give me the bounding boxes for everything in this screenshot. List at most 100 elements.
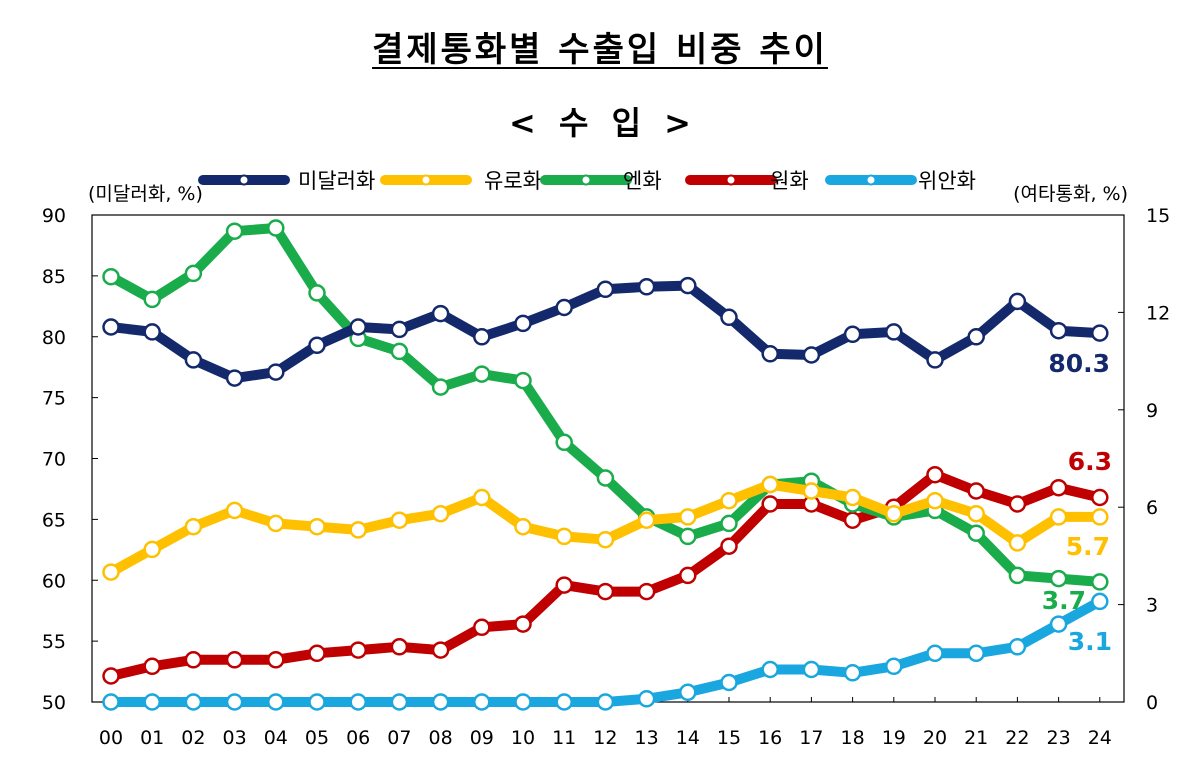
data-point [802, 660, 821, 679]
data-point [184, 693, 203, 711]
data-point [720, 673, 738, 692]
x-tick-label: 00 [99, 727, 123, 749]
data-point [225, 501, 244, 520]
data-point [184, 517, 203, 536]
data-point [143, 290, 161, 309]
data-point [308, 336, 326, 355]
data-point [225, 693, 244, 711]
data-point [349, 641, 367, 659]
chart-title: 결제통화별 수출입 비중 추이 [372, 30, 828, 70]
data-point [102, 267, 120, 286]
data-point [143, 657, 161, 676]
end-value-label: 80.3 [1048, 349, 1110, 378]
data-point [514, 371, 532, 390]
left-axis-label: (미달러화, %) [88, 183, 203, 205]
data-point [102, 318, 120, 336]
data-point [885, 323, 903, 341]
data-point [431, 641, 450, 659]
x-tick-label: 06 [346, 727, 370, 749]
legend-label: 엔화 [623, 169, 662, 193]
x-tick-label: 02 [181, 727, 205, 749]
x-tick-label: 22 [1005, 727, 1029, 749]
legend-label: 위안화 [918, 169, 976, 193]
data-point [1049, 508, 1068, 526]
data-point [514, 693, 532, 711]
data-point [473, 365, 491, 383]
data-point [267, 693, 285, 711]
series-line-1 [106, 479, 1105, 578]
data-point [473, 488, 491, 507]
data-point [349, 521, 367, 539]
data-point [1008, 534, 1027, 552]
data-point [431, 304, 450, 323]
data-point [267, 651, 285, 669]
data-point [967, 524, 985, 542]
legend-swatch-marker [238, 174, 250, 186]
data-point [102, 563, 120, 581]
data-point [555, 298, 573, 317]
data-point [967, 644, 985, 663]
data-point [596, 280, 615, 299]
left-tick-label: 75 [42, 388, 66, 410]
data-point [679, 508, 697, 526]
data-point [431, 378, 450, 396]
right-tick-label: 9 [1146, 400, 1158, 422]
data-point [1091, 324, 1109, 342]
data-point [679, 683, 697, 702]
data-point [720, 491, 738, 510]
data-point [390, 342, 409, 361]
series-line-0 [106, 280, 1105, 384]
x-tick-label: 03 [223, 727, 247, 749]
data-point [184, 264, 203, 283]
data-point [1049, 321, 1068, 340]
data-point [1008, 638, 1027, 656]
data-point [720, 514, 738, 533]
right-tick-label: 6 [1146, 497, 1158, 519]
data-point [967, 504, 985, 523]
x-tick-label: 07 [387, 727, 411, 749]
right-tick-label: 0 [1146, 692, 1158, 714]
data-point [102, 693, 120, 711]
data-point [473, 618, 491, 637]
data-point [596, 582, 615, 601]
end-value-label: 5.7 [1066, 532, 1110, 561]
end-value-label: 3.1 [1068, 627, 1112, 656]
data-point [967, 328, 985, 346]
data-point [843, 511, 862, 529]
x-tick-label: 01 [140, 727, 164, 749]
data-point [637, 278, 656, 296]
data-point [473, 693, 491, 711]
data-point [390, 511, 409, 529]
legend-label: 원화 [770, 169, 809, 193]
x-tick-label: 12 [593, 727, 617, 749]
x-tick-label: 09 [470, 727, 494, 749]
x-tick-label: 08 [429, 727, 453, 749]
legend-label: 유로화 [484, 169, 542, 193]
data-point [637, 582, 656, 601]
x-tick-label: 16 [758, 727, 782, 749]
data-point [843, 325, 862, 344]
x-tick-label: 19 [882, 727, 906, 749]
data-point [1049, 615, 1068, 633]
data-point [843, 488, 862, 507]
data-point [555, 576, 573, 594]
data-point [308, 693, 326, 711]
data-point [514, 314, 532, 333]
data-point [1091, 488, 1109, 507]
left-tick-label: 55 [42, 631, 66, 653]
data-point [514, 517, 532, 536]
data-point [1008, 292, 1027, 311]
data-point [431, 693, 450, 711]
left-tick-label: 85 [42, 266, 66, 288]
x-tick-label: 23 [1047, 727, 1071, 749]
data-point [1091, 573, 1109, 591]
data-point [720, 537, 738, 555]
legend-swatch-marker [725, 174, 737, 186]
data-point [802, 346, 821, 364]
x-tick-label: 15 [717, 727, 741, 749]
data-point [308, 644, 326, 663]
data-point [596, 530, 615, 549]
left-tick-label: 65 [42, 509, 66, 531]
data-point [1008, 495, 1027, 513]
data-point [555, 527, 573, 546]
